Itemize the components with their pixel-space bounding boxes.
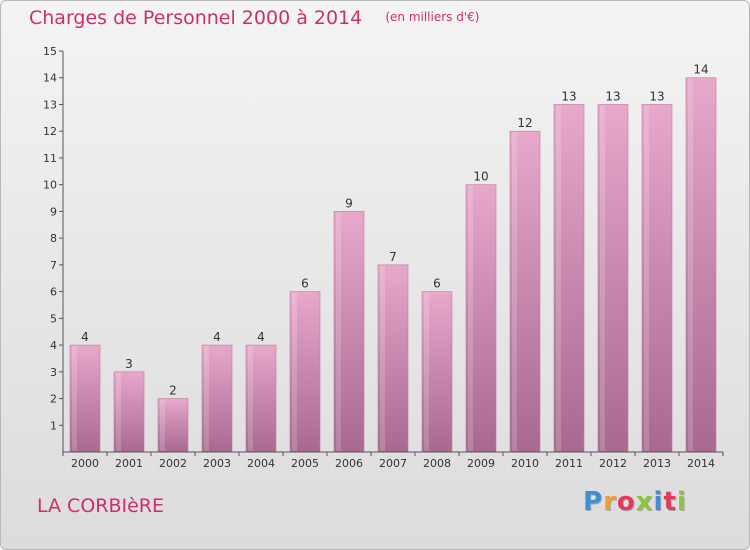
x-tick-label: 2009 (467, 457, 495, 470)
bar (509, 130, 541, 453)
y-tick-label: 3 (50, 366, 57, 379)
bar-highlight (556, 105, 561, 451)
y-tick-label: 6 (50, 286, 57, 299)
y-tick-label: 10 (43, 179, 57, 192)
bar (201, 344, 233, 453)
y-tick-label: 8 (50, 232, 57, 245)
bar-highlight (160, 399, 165, 451)
logo-letter: o (616, 487, 636, 517)
y-tick-label: 7 (50, 259, 57, 272)
logo-letter: x (635, 487, 654, 517)
bar-highlight (644, 105, 649, 451)
bar-highlight (512, 132, 517, 451)
data-label: 7 (389, 250, 397, 264)
x-tick-label: 2011 (555, 457, 583, 470)
data-label: 6 (301, 277, 309, 291)
y-tick-label: 4 (50, 339, 57, 352)
data-label: 13 (561, 89, 576, 103)
x-tick-label: 2001 (115, 457, 143, 470)
bar-highlight (248, 346, 253, 451)
data-label: 4 (257, 330, 265, 344)
data-label: 6 (433, 277, 441, 291)
bar (597, 104, 629, 453)
x-tick-label: 2008 (423, 457, 451, 470)
bar-highlight (116, 372, 121, 451)
x-tick-label: 2010 (511, 457, 539, 470)
bar (289, 291, 321, 453)
y-tick-label: 11 (43, 152, 57, 165)
y-tick-label: 12 (43, 125, 57, 138)
data-label: 4 (81, 330, 89, 344)
x-tick-label: 2013 (643, 457, 671, 470)
x-tick-label: 2007 (379, 457, 407, 470)
bar-highlight (204, 346, 209, 451)
bar (641, 104, 673, 453)
logo-letter: i (653, 487, 664, 517)
bar-highlight (292, 292, 297, 451)
bars-layer: 4 3 2 4 4 6 9 7 6 10 12 13 13 13 14 (69, 63, 717, 453)
x-tick-label: 2014 (687, 457, 715, 470)
bar (553, 104, 585, 453)
data-label: 13 (605, 89, 620, 103)
proxiti-logo[interactable]: Proxiti (583, 487, 687, 517)
bar-highlight (336, 212, 341, 451)
bar-highlight (380, 265, 385, 451)
data-label: 4 (213, 330, 221, 344)
bar-highlight (72, 346, 77, 451)
data-label: 13 (649, 89, 664, 103)
title-block: Charges de Personnel 2000 à 2014 (en mil… (29, 7, 479, 29)
bar (157, 398, 189, 453)
chart-subtitle: (en milliers d'€) (385, 10, 480, 24)
data-label: 2 (169, 384, 177, 398)
x-tick-label: 2003 (203, 457, 231, 470)
x-tick-label: 2002 (159, 457, 187, 470)
data-label: 12 (517, 116, 532, 130)
chart-title: Charges de Personnel 2000 à 2014 (29, 7, 363, 29)
x-tick-label: 2000 (71, 457, 99, 470)
y-tick-label: 9 (50, 205, 57, 218)
data-label: 10 (473, 170, 488, 184)
y-tick-label: 2 (50, 393, 57, 406)
bar (421, 291, 453, 453)
x-tick-label: 2012 (599, 457, 627, 470)
bar-highlight (688, 78, 693, 451)
bar-highlight (600, 105, 605, 451)
bar-highlight (424, 292, 429, 451)
data-label: 14 (693, 63, 708, 77)
y-tick-label: 15 (43, 45, 57, 58)
bar-highlight (468, 185, 473, 451)
bar (113, 371, 145, 453)
y-tick-label: 13 (43, 98, 57, 111)
logo-letter: P (583, 487, 604, 517)
bar (245, 344, 277, 453)
logo-letter: i (676, 487, 687, 517)
bar (465, 184, 497, 453)
logo-letter: r (603, 487, 617, 517)
x-tick-label: 2004 (247, 457, 275, 470)
logo-letter: t (663, 487, 677, 517)
y-tick-label: 1 (50, 419, 57, 432)
data-label: 9 (345, 196, 353, 210)
x-tick-label: 2006 (335, 457, 363, 470)
y-tick-label: 14 (43, 72, 57, 85)
x-tick-label: 2005 (291, 457, 319, 470)
y-tick-label: 5 (50, 312, 57, 325)
town-name: LA CORBIèRE (37, 495, 165, 517)
data-label: 3 (125, 357, 133, 371)
bar (69, 344, 101, 453)
